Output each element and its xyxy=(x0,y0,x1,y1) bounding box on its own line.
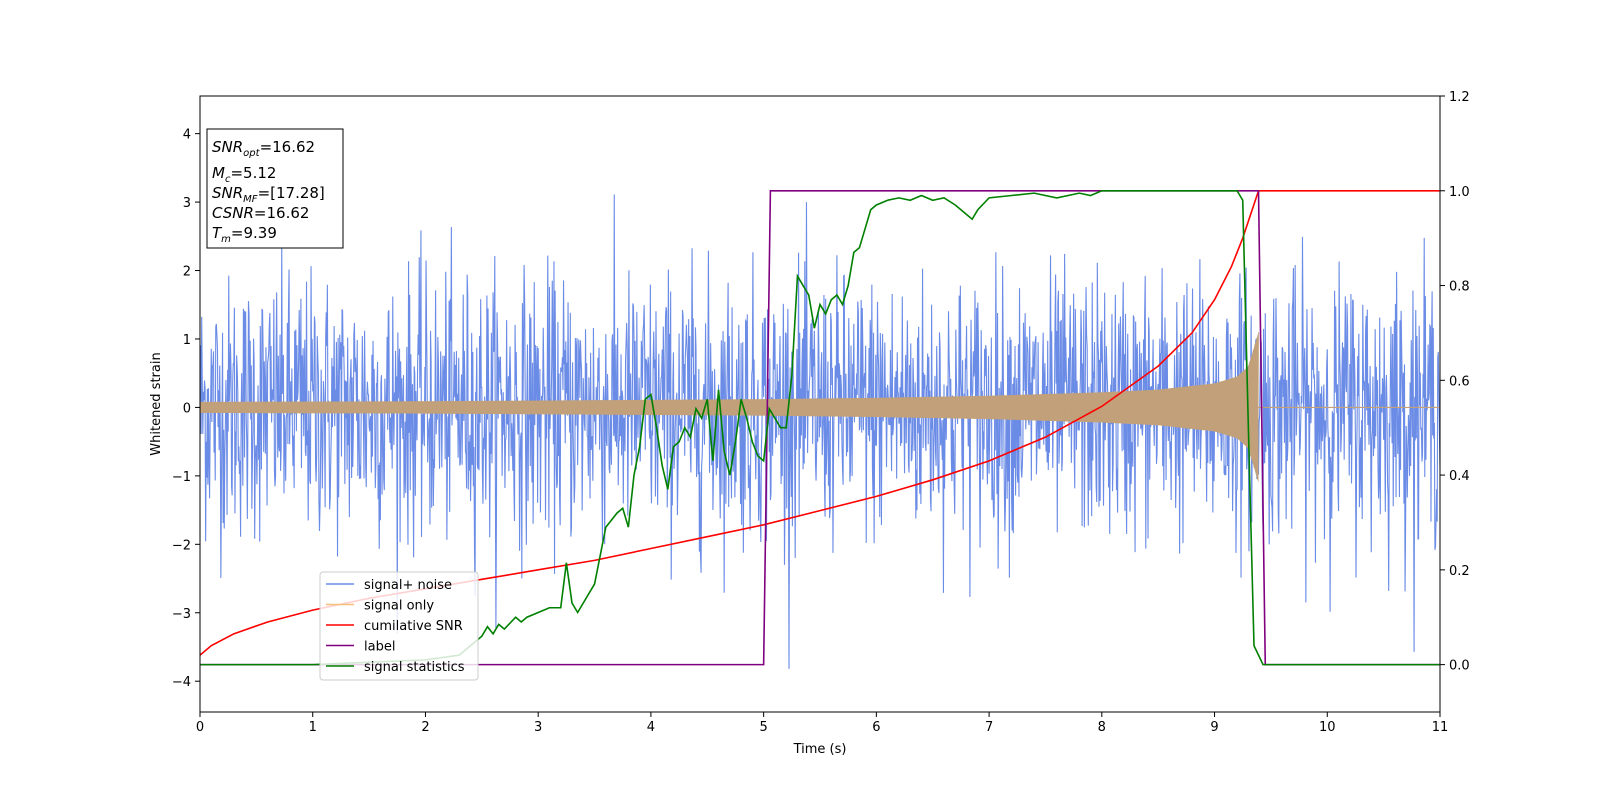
y-tick-label: 2 xyxy=(183,265,191,280)
legend-label: cumilative SNR xyxy=(364,619,463,634)
x-tick-label: 3 xyxy=(534,720,542,735)
y-axis-label: Whitened strain xyxy=(149,352,164,455)
y-tick-label: −2 xyxy=(172,538,191,553)
info-box-frame xyxy=(206,128,344,249)
x-tick-label: 8 xyxy=(1098,720,1106,735)
x-tick-label: 0 xyxy=(196,720,204,735)
y2-tick-label: 1.2 xyxy=(1449,90,1470,105)
x-tick-label: 11 xyxy=(1432,720,1449,735)
info-box: SNRopt=16.62 Mc=5.12SNRMF=[17.28]CSNR=16.… xyxy=(206,128,344,249)
info-box-line: SNRopt=16.62 xyxy=(212,138,315,159)
info-box-line: CSNR=16.62 xyxy=(212,204,309,222)
legend-frame xyxy=(319,571,479,681)
info-box-line: SNRMF=[17.28] xyxy=(212,184,325,205)
x-tick-label: 9 xyxy=(1210,720,1218,735)
x-tick-label: 7 xyxy=(985,720,993,735)
legend-label: label xyxy=(364,640,395,655)
x-tick-label: 5 xyxy=(759,720,767,735)
y-tick-label: 0 xyxy=(183,401,191,416)
y2-tick-label: 0.0 xyxy=(1449,659,1470,674)
plot-frame xyxy=(199,95,1441,713)
y2-tick-label: 0.4 xyxy=(1449,469,1470,484)
y-tick-label: 3 xyxy=(183,196,191,211)
legend-label: signal+ noise xyxy=(364,578,452,593)
y2-tick-label: 1.0 xyxy=(1449,185,1470,200)
series-signal-statistics-line xyxy=(200,189,1440,666)
y-tick-label: 4 xyxy=(183,128,191,143)
series-signal-noise-line xyxy=(200,194,1440,669)
series-signal-only-envelope xyxy=(200,332,1259,483)
y2-tick-label: 0.2 xyxy=(1449,564,1470,579)
y2-tick-label: 0.6 xyxy=(1449,374,1470,389)
axes-group: 0 1 2 3 4 5 6 7 8 9 10 11 −4 −3 −2 −1 0 1 2 3 4 0.0 0.2 0.4 0.6 0… xyxy=(172,90,1470,735)
y2-tick-label: 0.8 xyxy=(1449,280,1470,295)
x-tick-label: 2 xyxy=(421,720,429,735)
x-tick-label: 6 xyxy=(872,720,880,735)
legend-label: signal statistics xyxy=(364,660,465,675)
y-tick-label: −4 xyxy=(172,675,191,690)
legend-label: signal only xyxy=(364,599,434,614)
y-tick-label: 1 xyxy=(183,333,191,348)
series-signal-only-line xyxy=(200,332,1259,480)
info-box-line: Tm=9.39 xyxy=(212,224,277,245)
x-tick-label: 4 xyxy=(647,720,655,735)
x-tick-label: 1 xyxy=(309,720,317,735)
x-axis-label: Time (s) xyxy=(793,742,847,757)
info-box-line: Mc=5.12 xyxy=(212,164,276,185)
legend: signal+ noise signal only cumilative SNR la… xyxy=(319,571,479,681)
y-tick-label: −3 xyxy=(172,607,191,622)
x-tick-label: 10 xyxy=(1319,720,1336,735)
y-tick-label: −1 xyxy=(172,470,191,485)
